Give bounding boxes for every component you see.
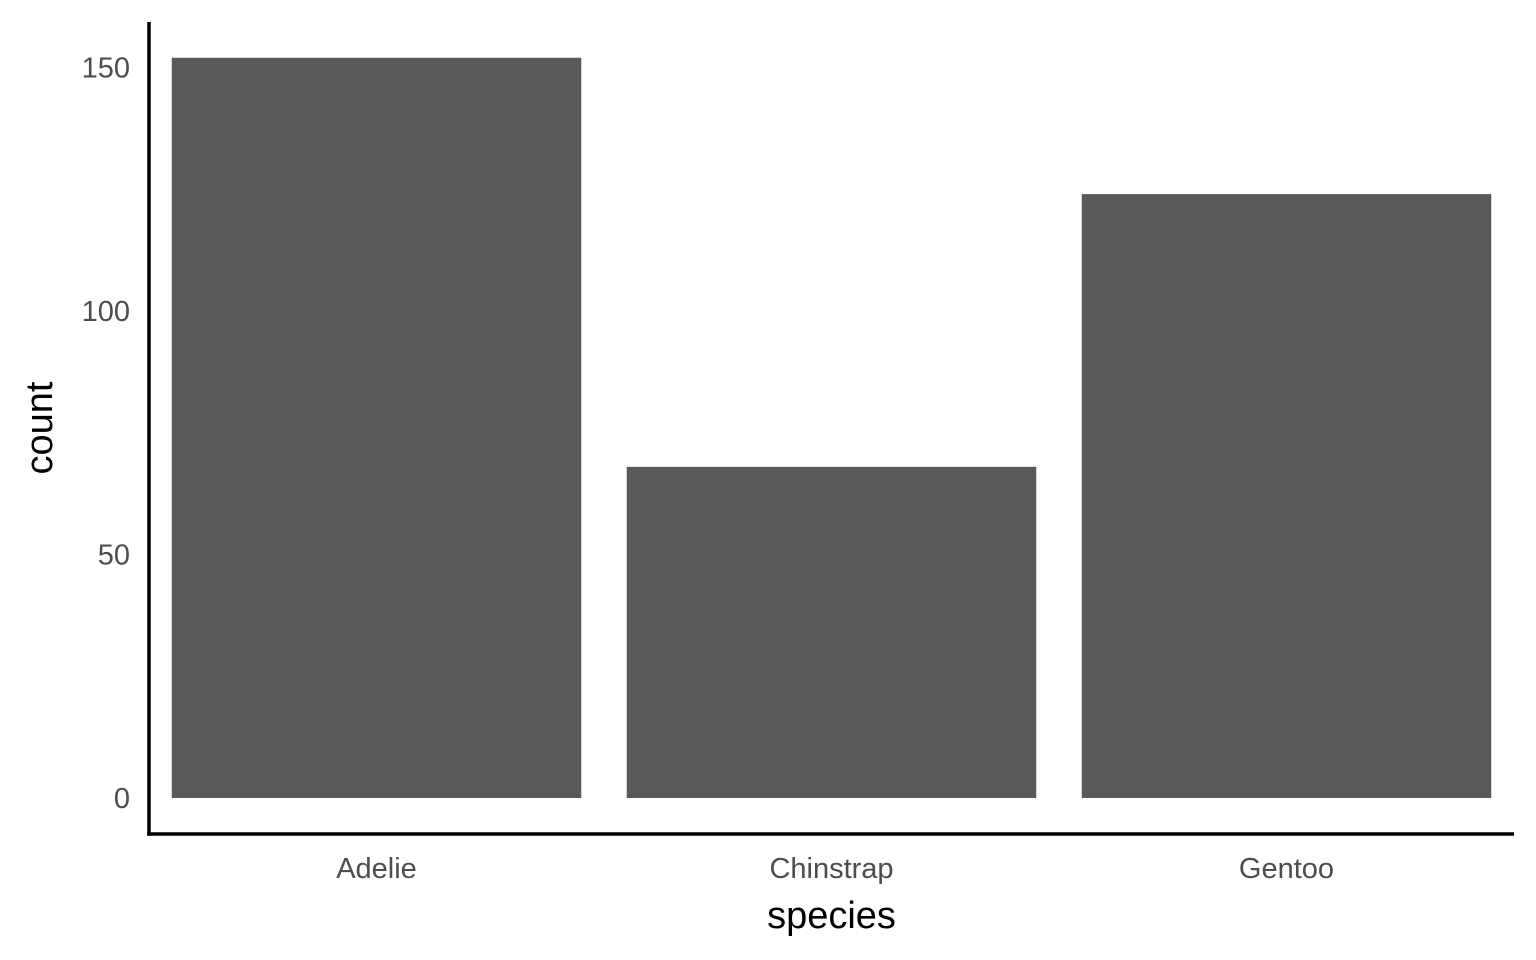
x-tick-label: Gentoo (1239, 853, 1334, 885)
x-axis-title: species (767, 895, 896, 937)
y-axis-ticks: 0 50 100 150 (82, 53, 130, 816)
bar-gentoo (1081, 194, 1492, 798)
x-tick-label: Chinstrap (769, 853, 893, 885)
x-tick-label: Adelie (336, 853, 417, 885)
y-tick-label: 100 (82, 296, 130, 328)
bar-adelie (171, 57, 582, 798)
x-axis-ticks: Adelie Chinstrap Gentoo (336, 853, 1334, 885)
bar-chinstrap (626, 466, 1037, 798)
y-tick-label: 0 (114, 783, 130, 815)
bars-group (171, 57, 1492, 798)
y-tick-label: 150 (82, 53, 130, 85)
y-tick-label: 50 (98, 540, 130, 572)
y-axis-title: count (19, 381, 61, 474)
